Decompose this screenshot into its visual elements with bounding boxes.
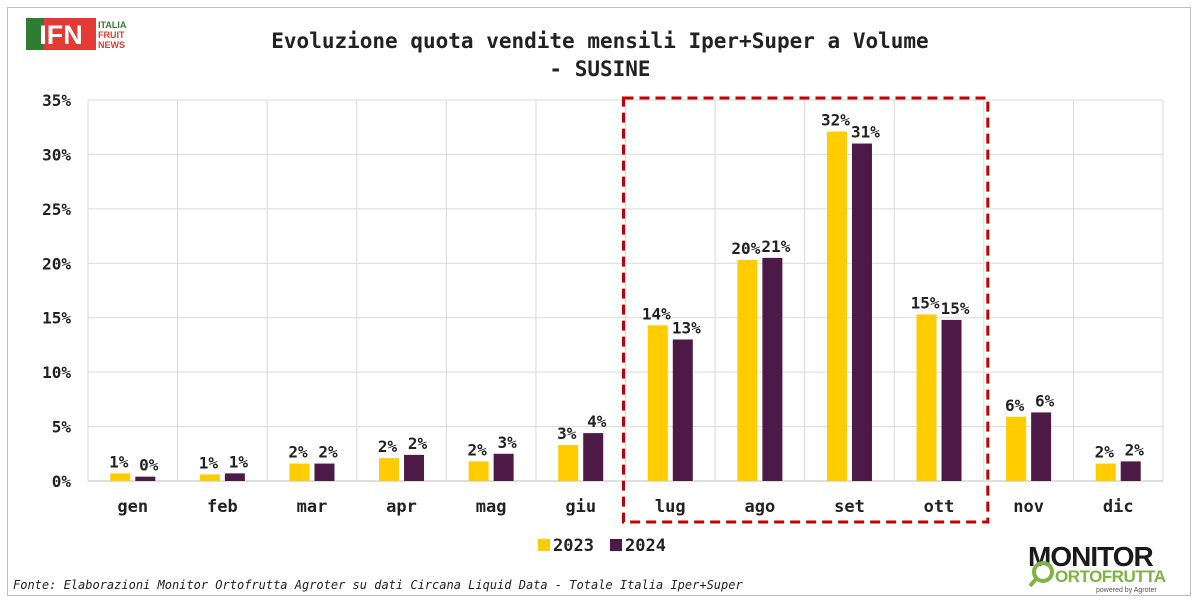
magnifier-icon [1032,561,1054,583]
ifn-logo-line2: FRUIT [98,30,125,40]
data-label-2024-mar: 2% [318,443,338,462]
monitor-logo-line2: ORTOFRUTTA [1055,567,1166,586]
monitor-logo-line3: powered by Agroter [1096,587,1157,594]
ifn-logo-line3: NEWS [98,40,125,50]
data-label-2024-apr: 2% [408,434,428,453]
data-label-2024-gen: 0% [139,456,159,475]
legend-swatch-2024 [610,539,622,551]
legend-swatch-2023 [538,539,550,551]
x-tick-label-mar: mar [297,497,328,517]
x-tick-label-gen: gen [117,497,148,517]
bar-2024-feb [224,473,245,481]
data-label-2023-ago: 20% [731,239,760,258]
monitor-ortofrutta-logo: MONITOR ORTOFRUTTA powered by Agroter [1028,541,1166,594]
x-tick-label-set: set [834,497,865,517]
bar-2024-giu [583,433,604,481]
source-note: Fonte: Elaborazioni Monitor Ortofrutta A… [13,578,743,592]
bar-2024-apr [404,454,425,481]
x-tick-label-lug: lug [655,497,686,517]
data-label-2024-set: 31% [851,123,880,142]
data-label-2023-gen: 1% [109,452,129,471]
bars [110,131,1141,482]
data-label-2023-mar: 2% [288,443,308,462]
y-tick-label: 30% [42,145,71,164]
grid [87,99,1164,482]
y-tick-label: 20% [42,254,71,273]
data-label-2024-feb: 1% [229,452,249,471]
y-tick-label: 10% [42,363,71,382]
x-tick-label-feb: feb [207,497,238,517]
y-axis: 0% 5% 10% 15% 20% 25% 30% 35% [42,91,71,491]
bar-2023-giu [558,445,579,481]
data-label-2024-nov: 6% [1035,391,1055,410]
data-label-2023-mag: 2% [467,440,487,459]
bar-2023-ott [916,314,937,481]
y-tick-label: 35% [42,91,71,110]
bar-2024-lug [672,339,693,481]
data-label-2023-set: 32% [821,111,850,130]
highlight-box-group [622,96,990,524]
x-tick-label-giu: giu [565,497,596,517]
data-label-2023-feb: 1% [199,453,219,472]
bar-2024-mag [493,453,514,481]
chart-title-line1: Evoluzione quota vendite mensili Iper+Su… [271,29,928,53]
x-tick-label-ott: ott [924,497,955,517]
ifn-logo-red-band [44,18,96,50]
legend-label-2023: 2023 [553,536,594,556]
ifn-logo: IFN ITALIA FRUIT NEWS [26,18,127,50]
highlight-box [622,96,990,524]
bar-2024-ago [762,257,783,481]
bar-2023-ago [737,260,758,481]
data-label-2023-lug: 14% [642,304,671,323]
y-tick-label: 15% [42,309,71,328]
x-tick-label-dic: dic [1103,497,1134,517]
data-label-2023-apr: 2% [378,437,398,456]
y-tick-label: 5% [52,418,72,437]
bar-2024-gen [135,476,156,481]
data-labels: 1% 0% 1% 1% 2% 2% 2% 2% 2% 3% 3% 4% 14%13% 20% 21% 32%3… [109,111,1144,475]
bar-2023-set [826,131,847,481]
bar-2023-feb [199,474,220,481]
bar-2023-apr [379,458,400,481]
bar-2023-gen [110,473,131,481]
ifn-logo-line1: ITALIA [98,20,127,30]
data-label-2023-nov: 6% [1005,396,1025,415]
legend-label-2024: 2024 [625,536,666,556]
y-tick-label: 0% [52,472,72,491]
x-tick-label-apr: apr [386,497,417,517]
data-label-2023-dic: 2% [1095,443,1115,462]
ifn-logo-mark: IFN [39,20,83,50]
bar-2024-nov [1031,412,1052,481]
x-tick-label-nov: nov [1013,497,1044,517]
data-label-2023-ott: 15% [911,293,940,312]
bar-2023-dic [1095,463,1116,481]
bar-2023-mar [289,463,310,481]
data-label-2023-giu: 3% [557,424,577,443]
bar-2024-ott [941,319,962,481]
legend: 2023 2024 [538,536,666,556]
bar-2024-mar [314,463,335,481]
chart-frame [7,7,1191,596]
bar-2024-dic [1120,461,1141,481]
bar-2024-set [851,143,872,482]
data-label-2024-dic: 2% [1125,440,1145,459]
x-axis: gen feb mar apr mag giu lug ago set ott nov dic [117,497,1133,517]
bar-2023-mag [468,461,489,481]
data-label-2024-ago: 21% [761,237,790,256]
data-label-2024-giu: 4% [587,412,607,431]
x-tick-label-mag: mag [476,497,507,517]
chart-title-line2: - SUSINE [549,57,650,81]
data-label-2024-ott: 15% [941,299,970,318]
bar-2023-lug [647,325,668,481]
data-label-2024-mag: 3% [497,433,517,452]
data-label-2024-lug: 13% [672,318,701,337]
y-tick-label: 25% [42,200,71,219]
bar-2023-nov [1006,416,1027,481]
x-tick-label-ago: ago [745,497,776,517]
